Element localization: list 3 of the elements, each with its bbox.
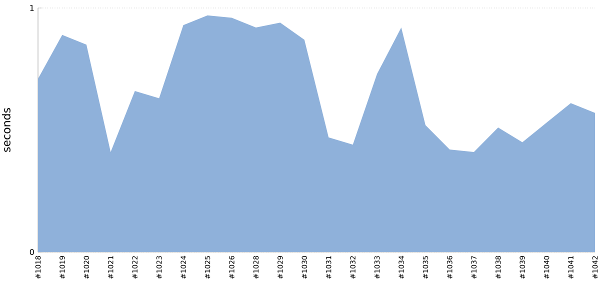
- y-axis-title: seconds: [2, 108, 10, 152]
- y-tick-label: 0: [30, 248, 34, 256]
- y-tick-label: 1: [30, 5, 34, 11]
